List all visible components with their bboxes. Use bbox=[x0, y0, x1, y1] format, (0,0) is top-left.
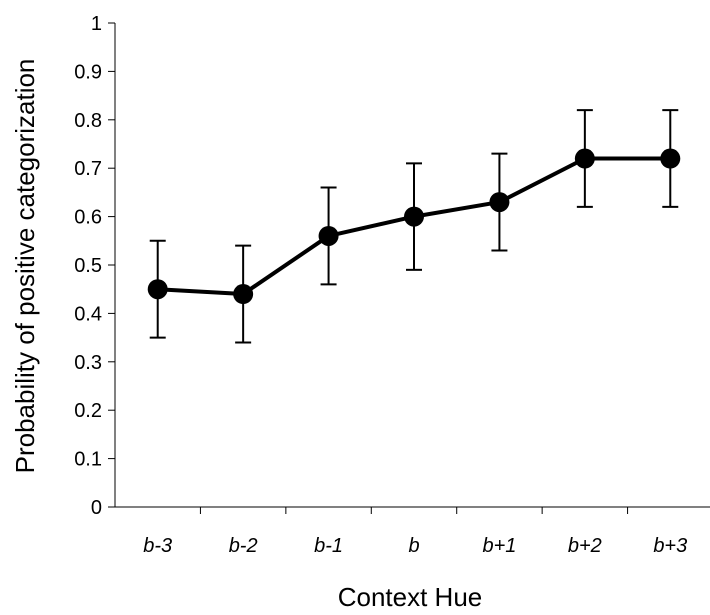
x-axis-ticks: b-3 b-2 b-1 b b+1 b+2 b+3 bbox=[143, 507, 710, 557]
axes bbox=[115, 23, 710, 507]
y-tick-label: 0.6 bbox=[74, 207, 102, 229]
data-point bbox=[148, 279, 168, 299]
data-point bbox=[319, 226, 339, 246]
x-tick-label: b+3 bbox=[653, 535, 687, 557]
y-tick-label: 0 bbox=[91, 497, 102, 519]
x-tick-label: b-2 bbox=[229, 535, 258, 557]
data-point bbox=[404, 207, 424, 227]
data-point bbox=[489, 192, 509, 212]
data-point bbox=[233, 284, 253, 304]
y-tick-label: 0.8 bbox=[74, 110, 102, 132]
data-point bbox=[575, 149, 595, 169]
x-tick-label: b+2 bbox=[568, 535, 602, 557]
y-tick-label: 0.7 bbox=[74, 158, 102, 180]
x-tick-label: b-1 bbox=[314, 535, 343, 557]
x-axis-title: Context Hue bbox=[338, 582, 483, 612]
y-tick-label: 0.4 bbox=[74, 303, 102, 325]
data-point bbox=[660, 149, 680, 169]
y-tick-label: 0.3 bbox=[74, 352, 102, 374]
x-tick-label: b bbox=[408, 535, 419, 557]
y-tick-label: 1 bbox=[91, 13, 102, 35]
y-axis-title: Probability of positive categorization bbox=[10, 59, 40, 474]
x-tick-label: b+1 bbox=[482, 535, 516, 557]
y-tick-label: 0.9 bbox=[74, 61, 102, 83]
x-tick-label: b-3 bbox=[143, 535, 172, 557]
y-axis-ticks: 0 0.1 0.2 0.3 0.4 0.5 0.6 0.7 0.8 0.9 1 bbox=[74, 13, 115, 519]
y-tick-label: 0.5 bbox=[74, 255, 102, 277]
y-tick-label: 0.2 bbox=[74, 400, 102, 422]
y-tick-label: 0.1 bbox=[74, 449, 102, 471]
